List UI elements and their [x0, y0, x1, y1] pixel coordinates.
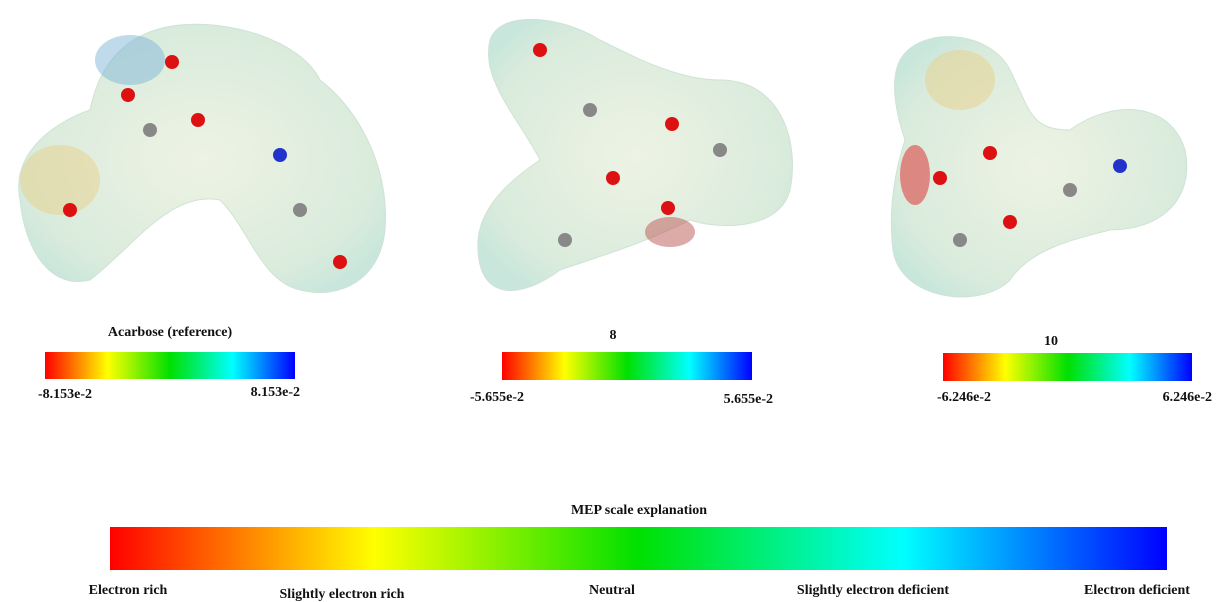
molecule-acarbose — [19, 24, 386, 292]
legend-label: Neutral — [589, 583, 635, 598]
legend-label: Slightly electron rich — [280, 587, 405, 602]
scale-min: -8.153e-2 — [38, 387, 92, 402]
scale-min: -6.246e-2 — [937, 390, 991, 405]
color-bar — [502, 352, 752, 380]
legend-label: Slightly electron deficient — [797, 583, 949, 598]
legend-label: Electron rich — [89, 583, 168, 598]
panel-title: Acarbose (reference) — [108, 325, 233, 340]
panel-title: 8 — [610, 328, 617, 343]
color-bar — [943, 353, 1192, 381]
legend-label: Electron deficient — [1084, 583, 1190, 598]
scale-min: -5.655e-2 — [470, 390, 524, 405]
figure: Acarbose (reference) -8.153e-2 8.153e-2 … — [0, 0, 1217, 602]
molecule-8 — [478, 19, 793, 290]
scale-max: 5.655e-2 — [724, 392, 773, 407]
legend-bar — [110, 527, 1167, 570]
molecule-10 — [891, 37, 1186, 297]
legend-title: MEP scale explanation — [571, 503, 707, 518]
scale-max: 8.153e-2 — [251, 385, 300, 400]
panel-title: 10 — [1044, 334, 1058, 349]
color-bar — [45, 352, 295, 379]
scale-max: 6.246e-2 — [1163, 390, 1212, 405]
